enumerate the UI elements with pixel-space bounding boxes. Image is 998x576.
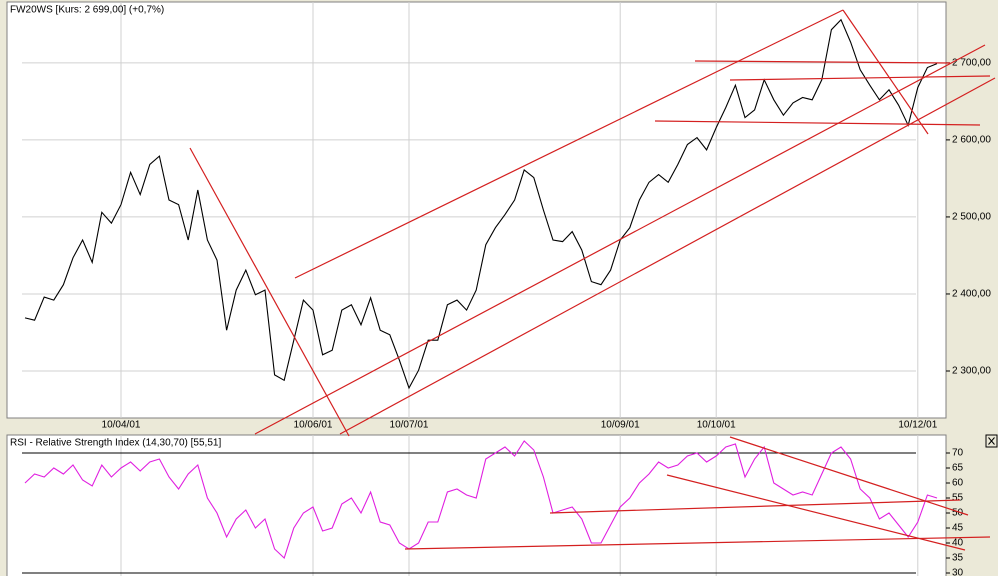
y-tick-label: 70	[952, 448, 964, 459]
price-panel	[6, 1, 947, 419]
y-tick-label: 2 300,00	[952, 366, 991, 377]
trend-line	[294, 9, 844, 279]
price-title: FW20WS [Kurs: 2 699,00] (+0,7%)	[10, 5, 164, 16]
y-tick-label: 2 700,00	[952, 57, 991, 68]
trend-line	[189, 147, 350, 437]
x-tick-label: 10/06/01	[294, 420, 333, 431]
trend-line	[339, 77, 996, 435]
close-button[interactable]	[985, 434, 998, 448]
rsi-title: RSI - Relative Strength Index (14,30,70)…	[10, 438, 221, 449]
trend-line	[549, 499, 961, 514]
trend-lines	[189, 9, 996, 551]
y-tick-label: 55	[952, 493, 964, 504]
y-tick-label: 45	[952, 523, 964, 534]
y-tick-label: 50	[952, 508, 964, 519]
y-tick-label: 35	[952, 553, 964, 564]
trend-line	[254, 44, 986, 435]
x-tick-label: 10/04/01	[102, 420, 141, 431]
y-tick-label: 2 500,00	[952, 212, 991, 223]
y-tick-label: 2 600,00	[952, 135, 991, 146]
trend-line	[694, 60, 951, 64]
y-tick-label: 30	[952, 568, 964, 576]
trend-line	[842, 9, 929, 135]
x-tick-label: 10/09/01	[601, 420, 640, 431]
y-tick-label: 40	[952, 538, 964, 549]
trend-line	[404, 536, 991, 550]
plot-layer: 10/04/01 10/06/01 10/07/01 10/09/01 10/10/01…	[22, 2, 991, 576]
series-line	[24, 440, 938, 559]
trend-line	[729, 436, 969, 516]
close-icon[interactable]	[988, 437, 995, 445]
trend-line	[666, 474, 966, 551]
y-tick-label: 60	[952, 478, 964, 489]
x-tick-label: 10/07/01	[390, 420, 429, 431]
series-line	[24, 18, 938, 390]
y-tick-label: 65	[952, 463, 964, 474]
x-tick-label: 10/10/01	[697, 420, 736, 431]
trend-line	[654, 120, 981, 126]
y-tick-label: 2 400,00	[952, 289, 991, 300]
trend-line	[729, 75, 991, 81]
x-tick-label: 10/12/01	[898, 420, 937, 431]
